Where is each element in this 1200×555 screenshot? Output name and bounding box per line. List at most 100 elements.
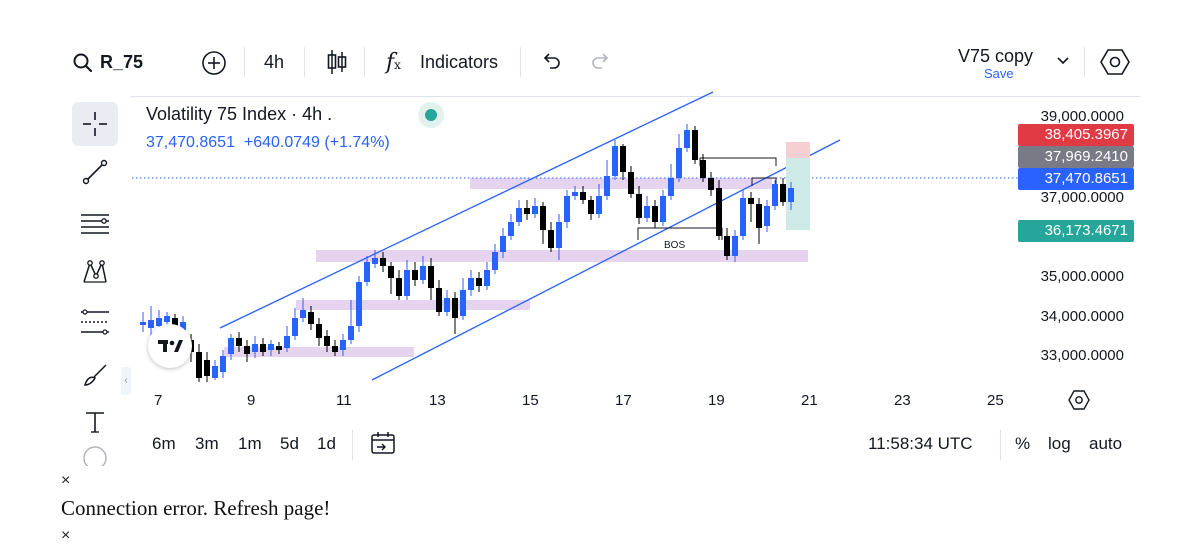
chart-settings-hexagon-icon[interactable] (1068, 390, 1090, 410)
time-tick-label: 13 (429, 392, 446, 409)
percent-scale-toggle[interactable]: % (1015, 434, 1031, 453)
candlestick-series (140, 124, 794, 382)
time-tick-label: 11 (336, 392, 352, 409)
range-1d-button[interactable]: 1d (317, 434, 336, 453)
fib-retracement-tool-icon[interactable] (72, 202, 118, 246)
text-tool-icon[interactable] (72, 400, 118, 444)
bos-label: BOS (664, 240, 685, 251)
candle-up (532, 206, 538, 214)
demand-zone-bottom (224, 347, 414, 357)
candle-down (628, 172, 634, 194)
candle-up (660, 196, 666, 222)
candle-up (340, 340, 346, 350)
candle-down (724, 236, 730, 256)
candle-down (652, 206, 658, 222)
price-tag-last: 37,470.8651 (1018, 168, 1134, 190)
close-icon[interactable]: × (61, 527, 71, 544)
pattern-tool-icon[interactable] (72, 250, 118, 294)
save-status-label[interactable]: Save (984, 66, 1014, 81)
chart-top-border (130, 96, 1140, 97)
candle-up (444, 298, 450, 312)
candle-up (596, 196, 602, 214)
range-6m-button[interactable]: 6m (152, 434, 176, 453)
toolbar-divider (304, 47, 305, 77)
demand-zone-low (296, 300, 530, 310)
prediction-measure-tool-icon[interactable] (72, 300, 118, 344)
symbol-search-button[interactable]: R_75 (100, 52, 144, 72)
chart-legend-title[interactable]: Volatility 75 Index · 4h . (146, 104, 333, 124)
candle-up (468, 278, 474, 290)
candle-up (364, 262, 370, 282)
candle-up (180, 322, 186, 330)
candle-up (556, 222, 562, 248)
time-tick-label: 9 (247, 392, 256, 409)
time-tick-label: 7 (154, 392, 163, 409)
candle-up (764, 206, 770, 226)
collapse-toolbar-handle[interactable]: ‹ (121, 367, 131, 395)
candle-up (404, 270, 410, 296)
candle-down (380, 258, 386, 266)
candle-up (564, 196, 570, 222)
auto-scale-toggle[interactable]: auto (1089, 434, 1123, 453)
toolbar-divider (244, 47, 245, 77)
channel-lower-line (371, 139, 841, 381)
trend-line-tool-icon[interactable] (72, 150, 118, 194)
candle-up (788, 188, 794, 202)
chevron-down-icon[interactable] (1056, 56, 1070, 66)
settings-hexagon-icon[interactable] (1100, 48, 1130, 76)
candle-up (772, 184, 778, 206)
search-icon[interactable] (72, 52, 94, 74)
crosshair-tool-icon[interactable] (72, 102, 118, 146)
indicators-button[interactable]: Indicators (420, 52, 499, 72)
utc-clock[interactable]: 11:58:34 UTC (868, 434, 973, 453)
drawing-toolbar (70, 96, 126, 466)
range-1m-button[interactable]: 1m (238, 434, 262, 453)
close-icon[interactable]: × (61, 472, 71, 489)
candle-up (516, 208, 522, 222)
candle-up (676, 148, 682, 178)
candle-down (428, 266, 434, 288)
fx-icon[interactable]: fx (386, 50, 401, 75)
candle-up (140, 322, 146, 325)
log-scale-toggle[interactable]: log (1048, 434, 1071, 453)
candle-down (396, 278, 402, 296)
candle-up (604, 176, 610, 196)
time-tick-label: 23 (894, 392, 911, 409)
candle-up (508, 222, 514, 236)
range-3m-button[interactable]: 3m (195, 434, 219, 453)
market-open-status-icon[interactable] (418, 102, 444, 128)
brush-tool-icon[interactable] (72, 352, 118, 396)
candle-down (716, 188, 722, 236)
candle-down (436, 288, 442, 312)
time-tick-label: 19 (708, 392, 725, 409)
candle-up (420, 266, 426, 280)
candle-down (332, 346, 338, 352)
time-tick-label: 25 (987, 392, 1004, 409)
undo-icon[interactable] (540, 52, 562, 72)
candle-up (156, 318, 162, 326)
price-chart[interactable]: BOS (0, 0, 1200, 420)
candle-up (228, 338, 234, 354)
compare-add-symbol-icon[interactable] (201, 50, 227, 76)
layout-name[interactable]: V75 copy (958, 46, 1034, 66)
candle-down (476, 278, 482, 286)
time-tick-label: 17 (615, 392, 632, 409)
candle-down (196, 352, 202, 378)
candle-up (500, 236, 506, 252)
candle-up (684, 130, 690, 148)
candle-down (412, 270, 418, 280)
candle-up (220, 356, 226, 372)
candles-chart-type-icon[interactable] (326, 48, 348, 76)
candle-up (740, 198, 746, 236)
candle-up (460, 290, 466, 316)
candle-down (204, 360, 210, 376)
candle-up (356, 282, 362, 326)
redo-icon[interactable] (590, 52, 612, 72)
emoji-tool-icon[interactable] (72, 446, 118, 466)
candle-down (756, 204, 762, 228)
candle-down (308, 312, 314, 324)
goto-date-calendar-icon[interactable] (370, 430, 396, 456)
range-5d-button[interactable]: 5d (280, 434, 299, 453)
candle-up (492, 252, 498, 270)
interval-button[interactable]: 4h (264, 52, 285, 72)
